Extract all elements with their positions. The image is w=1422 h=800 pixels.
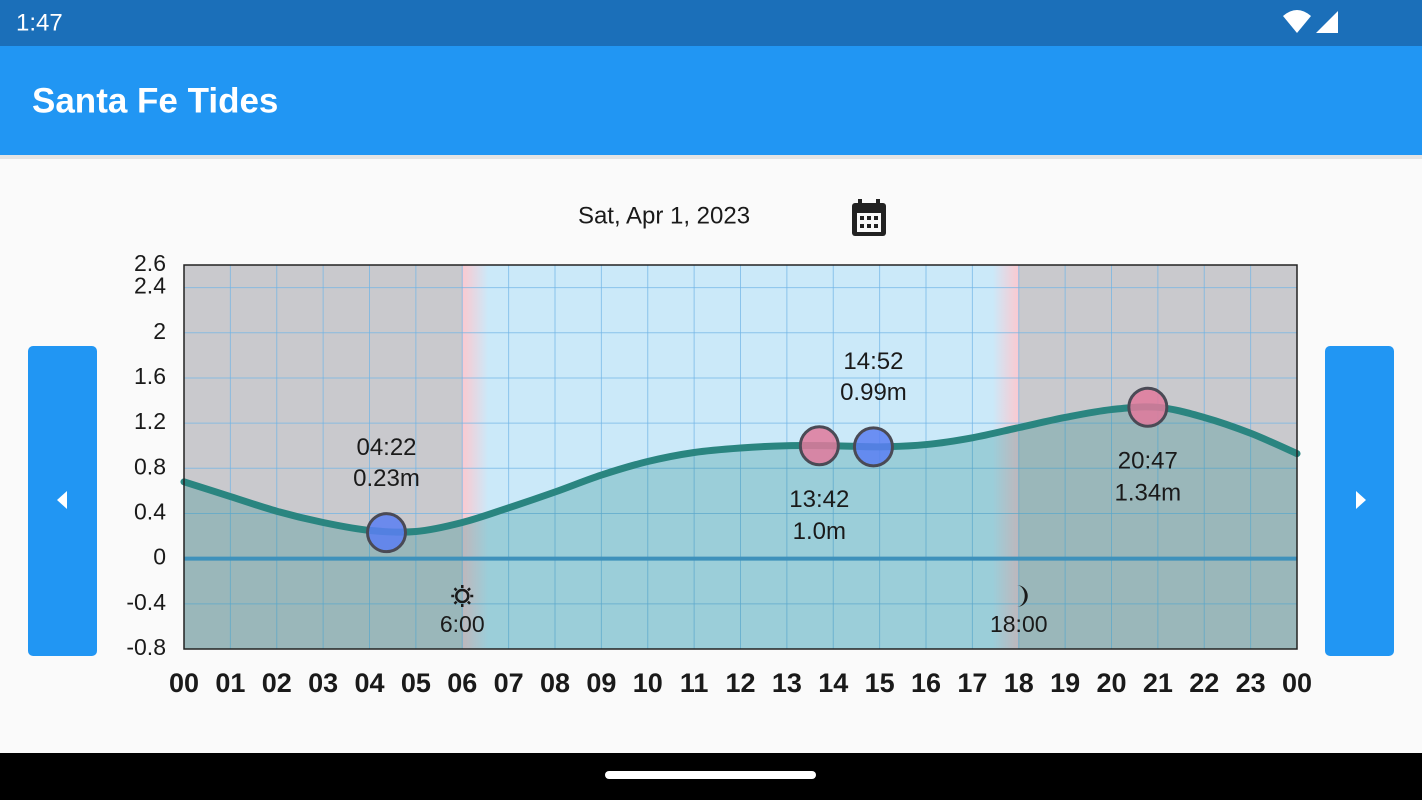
x-tick-label: 16: [911, 668, 941, 698]
x-tick-label: 10: [633, 668, 663, 698]
app-bar-shadow: [0, 155, 1422, 159]
tide-extreme-marker: [366, 512, 408, 554]
status-time: 1:47: [16, 9, 63, 36]
home-indicator[interactable]: [605, 771, 816, 779]
x-tick-label: 00: [1282, 668, 1312, 698]
extreme-time: 20:47: [1118, 448, 1178, 475]
x-tick-label: 13: [772, 668, 802, 698]
x-tick-label: 04: [354, 668, 384, 698]
app-title: Santa Fe Tides: [32, 81, 278, 120]
y-tick-label: 0.8: [134, 453, 166, 479]
x-tick-label: 14: [818, 668, 848, 698]
sun-ray: [453, 600, 458, 605]
x-tick-label: 06: [447, 668, 477, 698]
tide-area: [184, 406, 1297, 649]
sun-ray: [467, 600, 471, 605]
tide-extreme-marker: [852, 426, 894, 468]
x-tick-label: 11: [680, 668, 709, 698]
wifi-icon: [1283, 10, 1311, 33]
y-tick-label: 1.6: [134, 363, 166, 389]
x-tick-label: 02: [262, 668, 292, 698]
plot-border: [183, 264, 1298, 650]
y-tick-label: 1.2: [134, 408, 166, 434]
tide-extreme-marker: [798, 425, 840, 467]
extreme-time: 04:22: [356, 434, 416, 461]
tide-chart: 00 01 02 03 04 05 06 07 08 09 10 11 12 13 14 15 16 17 18 19…: [126, 250, 1312, 698]
previous-day-button[interactable]: [28, 346, 97, 656]
extreme-height: 1.34m: [1114, 480, 1181, 507]
calendar-button[interactable]: [852, 199, 886, 236]
moon-icon: [1016, 585, 1028, 607]
sunset-time: 18:00: [990, 611, 1048, 637]
x-tick-label: 00: [169, 668, 199, 698]
x-tick-label: 08: [540, 668, 570, 698]
x-tick-label: 17: [957, 668, 987, 698]
x-tick-label: 21: [1143, 668, 1173, 698]
extreme-time: 14:52: [843, 348, 903, 375]
y-tick-label: 0.4: [134, 499, 166, 525]
date-label: Sat, Apr 1, 2023: [578, 202, 750, 229]
sunset-twilight: [992, 265, 1019, 649]
x-tick-label: 18: [1004, 668, 1034, 698]
next-day-button[interactable]: [1325, 346, 1394, 656]
extreme-time: 13:42: [789, 486, 849, 513]
sun-ray: [467, 587, 471, 592]
x-tick-label: 15: [865, 668, 895, 698]
y-tick-label: 2: [153, 318, 166, 344]
y-tick-label: 0: [153, 544, 166, 570]
y-tick-label: 2.4: [134, 273, 166, 299]
x-tick-label: 05: [401, 668, 431, 698]
signal-icon: [1316, 11, 1338, 33]
sun-ray: [453, 587, 458, 592]
x-tick-label: 22: [1189, 668, 1219, 698]
status-bar: [0, 0, 1422, 46]
x-tick-label: 09: [586, 668, 616, 698]
sunrise-time: 6:00: [440, 611, 485, 637]
x-tick-label: 07: [494, 668, 524, 698]
x-tick-label: 20: [1096, 668, 1126, 698]
extreme-height: 0.23m: [353, 465, 420, 492]
extreme-height: 0.99m: [840, 379, 907, 406]
y-tick-label: 2.6: [134, 250, 166, 276]
x-tick-label: 19: [1050, 668, 1080, 698]
sunrise-icon: [451, 585, 474, 607]
y-tick-label: -0.4: [126, 589, 166, 615]
plot-area: [184, 406, 1297, 649]
sun-core: [455, 588, 470, 604]
x-tick-label: 12: [725, 668, 755, 698]
extreme-height: 1.0m: [793, 518, 846, 545]
sunrise-twilight: [462, 265, 489, 649]
app-bar: [0, 46, 1422, 155]
x-tick-label: 23: [1236, 668, 1266, 698]
y-tick-label: -0.8: [126, 634, 166, 660]
tide-extreme-marker: [1127, 386, 1169, 428]
x-tick-label: 03: [308, 668, 338, 698]
x-tick-label: 01: [215, 668, 245, 698]
